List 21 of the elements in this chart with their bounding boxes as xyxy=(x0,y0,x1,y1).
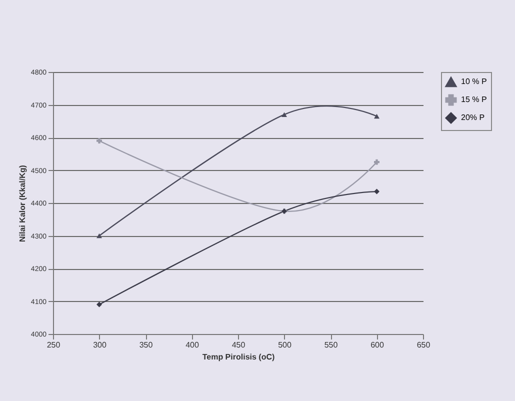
y-axis-title: Nilai Kalor (Kkal/Kg) xyxy=(18,164,27,242)
x-tick-label: 600 xyxy=(370,340,384,350)
x-tick-label: 500 xyxy=(278,340,292,350)
point xyxy=(374,159,380,165)
x-tick-label: 250 xyxy=(46,340,61,350)
x-tick-label: 650 xyxy=(416,340,431,350)
x-tick-label: 300 xyxy=(93,340,107,350)
point xyxy=(96,138,102,144)
point xyxy=(374,188,380,194)
x-tick-label: 450 xyxy=(232,340,246,350)
point xyxy=(96,302,102,308)
point xyxy=(374,114,380,119)
x-tick-label: 550 xyxy=(324,340,338,350)
point xyxy=(96,233,102,238)
legend-label: 15 % P xyxy=(461,95,487,104)
x-tick-label: 400 xyxy=(186,340,200,350)
x-tick-label: 350 xyxy=(139,340,154,350)
legend-label: 10 % P xyxy=(461,77,487,86)
legend-label: 20% P xyxy=(461,113,485,122)
x-axis-title: Temp Pirolisis (oC) xyxy=(202,352,275,362)
point xyxy=(282,112,287,117)
